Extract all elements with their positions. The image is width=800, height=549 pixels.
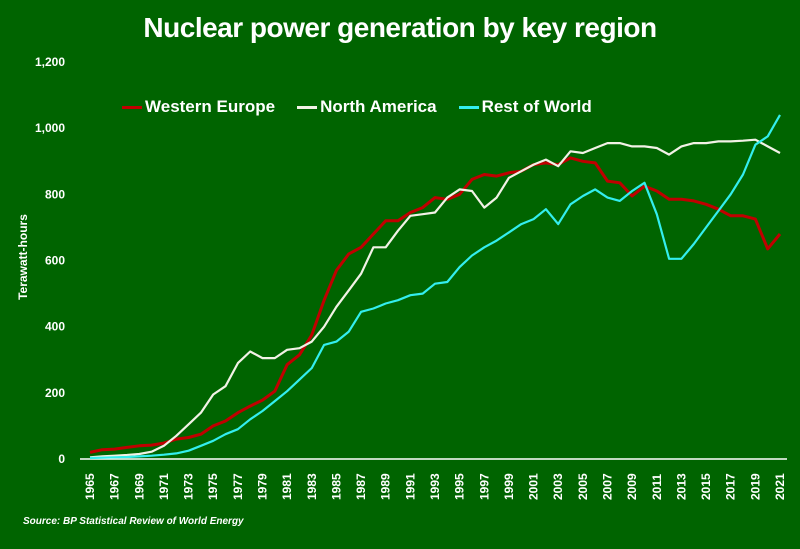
- y-tick-label: 0: [58, 452, 65, 466]
- x-tick-label: 1985: [329, 473, 343, 500]
- x-tick-label: 2017: [724, 473, 738, 500]
- source-note: Source: BP Statistical Review of World E…: [23, 516, 244, 527]
- chart-title: Nuclear power generation by key region: [143, 12, 657, 43]
- y-tick-label: 200: [45, 386, 65, 400]
- x-tick-label: 1991: [403, 473, 417, 500]
- x-tick-label: 2011: [650, 474, 664, 500]
- legend-label-western-europe: Western Europe: [145, 97, 276, 116]
- legend-label-rest-of-world: Rest of World: [481, 97, 592, 116]
- x-tick-label: 2003: [551, 473, 565, 500]
- y-tick-label: 400: [45, 320, 65, 334]
- x-tick-label: 1999: [502, 473, 516, 500]
- series-line-western-europe: [89, 156, 782, 454]
- legend-swatch-rest-of-world: [458, 105, 479, 109]
- legend: Western Europe North America Rest of Wor…: [122, 97, 592, 117]
- legend-item-western-europe: Western Europe: [122, 97, 275, 117]
- x-tick-label: 1975: [206, 473, 220, 500]
- x-tick-label: 2007: [601, 473, 615, 500]
- legend-label-north-america: North America: [320, 97, 437, 116]
- legend-swatch-western-europe: [122, 105, 142, 109]
- x-tick-label: 1967: [108, 473, 122, 500]
- x-tick-label: 1971: [157, 473, 171, 500]
- y-tick-label: 600: [45, 254, 65, 268]
- y-tick-label: 800: [45, 187, 65, 201]
- x-tick-label: 2001: [527, 473, 541, 500]
- x-tick-label: 2015: [699, 473, 713, 500]
- x-tick-label: 1997: [477, 473, 491, 500]
- y-tick-label: 1,000: [35, 121, 65, 135]
- x-tick-label: 2021: [773, 473, 787, 500]
- legend-swatch-north-america: [297, 105, 318, 109]
- x-tick-label: 1969: [132, 473, 146, 500]
- x-tick-label: 1965: [83, 473, 97, 500]
- x-tick-label: 1983: [305, 473, 319, 500]
- legend-item-north-america: North America: [297, 97, 437, 117]
- x-tick-label: 1973: [182, 473, 196, 500]
- x-tick-label: 1995: [453, 473, 467, 500]
- series-line-rest-of-world: [89, 114, 781, 460]
- x-tick-label: 2013: [674, 473, 688, 500]
- x-tick-label: 2019: [748, 473, 762, 500]
- x-tick-label: 1979: [256, 473, 270, 500]
- x-tick-label: 2009: [625, 473, 639, 500]
- x-tick-label: 1993: [428, 473, 442, 500]
- legend-item-rest-of-world: Rest of World: [458, 97, 592, 117]
- x-tick-label: 1987: [354, 473, 368, 500]
- x-tick-label: 1981: [280, 473, 294, 500]
- y-tick-label: 1,200: [35, 55, 65, 69]
- x-tick-label: 1977: [231, 473, 245, 500]
- x-tick-label: 2005: [576, 473, 590, 500]
- x-tick-label: 1989: [379, 473, 393, 500]
- series-line-north-america: [89, 138, 781, 459]
